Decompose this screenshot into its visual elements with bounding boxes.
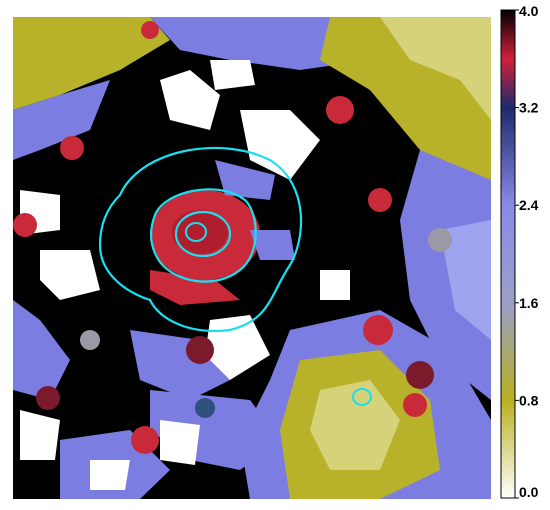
colorbar-tick-label: 0.8 [519,392,539,408]
colorbar-tick-label: 1.6 [519,295,539,311]
colorbar-tick-label: 3.2 [519,100,539,116]
contour-point-source [352,388,372,406]
contour-inner [174,210,232,258]
colorbar-tick-label: 0.0 [519,484,539,500]
contour-core [185,222,207,242]
colorbar-scale [500,9,516,499]
white-region [160,70,220,130]
outer-region-left [13,80,110,160]
colorbar-tick-label: 2.4 [519,197,539,213]
outer-region-right [400,150,491,400]
contour-outer [98,146,303,333]
colorbar-tick-label: 4.0 [519,3,539,19]
contour-middle [150,188,257,283]
outer-region-topleft [13,17,170,110]
